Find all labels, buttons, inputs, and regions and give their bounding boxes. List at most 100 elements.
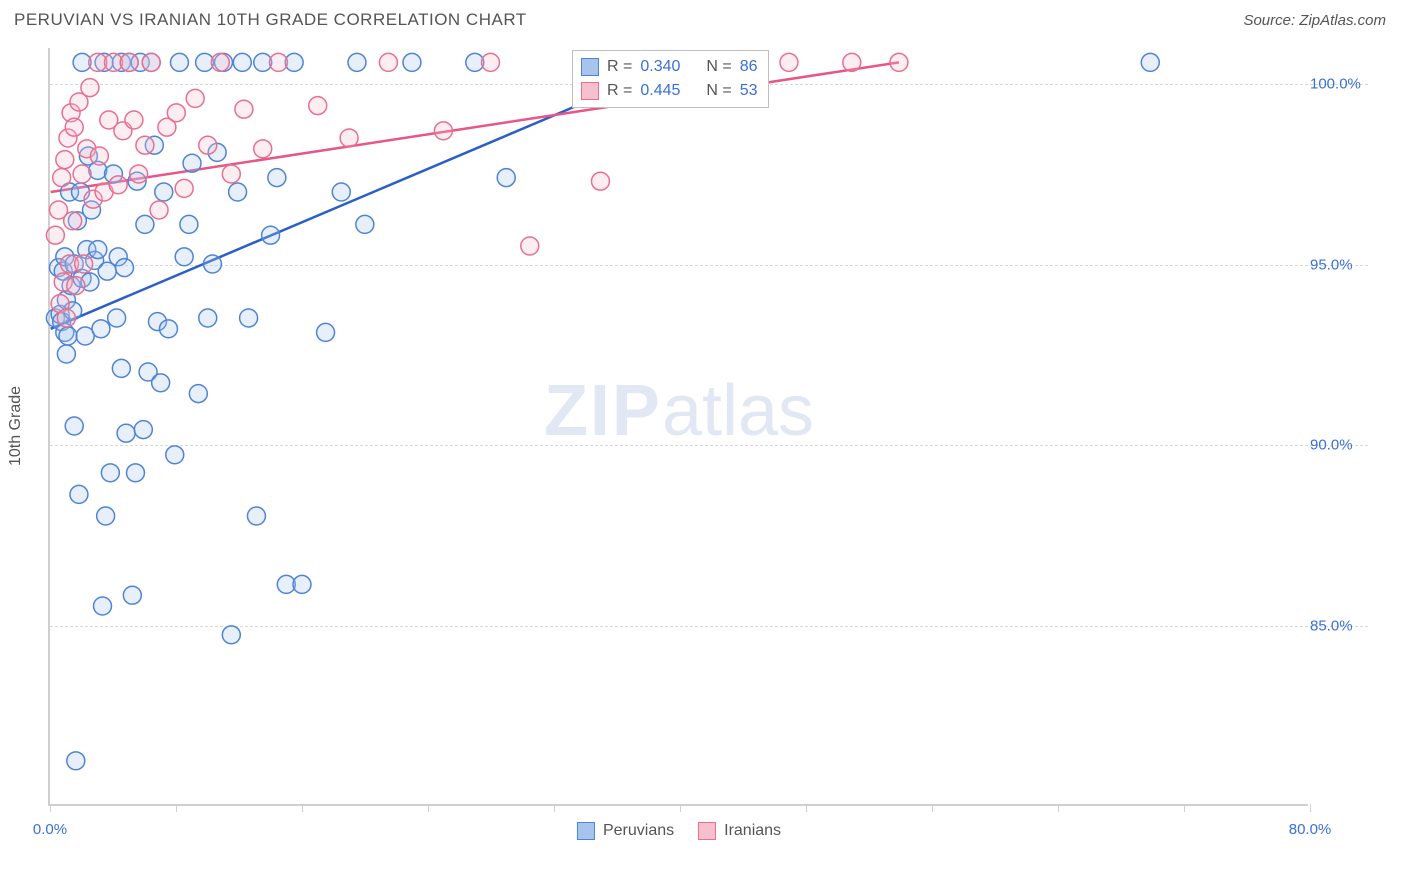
scatter-point (97, 507, 115, 525)
scatter-point (101, 464, 119, 482)
chart-container: 10th Grade 85.0%90.0%95.0%100.0% 0.0%80.… (48, 48, 1366, 838)
r-value: 0.340 (640, 55, 680, 79)
plot-area: 10th Grade 85.0%90.0%95.0%100.0% 0.0%80.… (48, 48, 1308, 806)
legend-item-iranians: Iranians (698, 822, 781, 840)
x-tick (932, 804, 933, 812)
y-tick-label: 100.0% (1310, 76, 1366, 93)
scatter-point (843, 53, 861, 71)
scatter-point (890, 53, 908, 71)
scatter-point (120, 53, 138, 71)
scatter-point (70, 485, 88, 503)
scatter-point (229, 183, 247, 201)
n-value: 53 (740, 79, 758, 103)
scatter-point (211, 53, 229, 71)
scatter-point (89, 241, 107, 259)
scatter-point (186, 89, 204, 107)
scatter-point (293, 575, 311, 593)
scatter-point (56, 151, 74, 169)
scatter-point (222, 626, 240, 644)
x-tick (806, 804, 807, 812)
x-tick-label: 80.0% (1289, 821, 1332, 838)
scatter-point (356, 215, 374, 233)
scatter-point (222, 165, 240, 183)
scatter-point (108, 309, 126, 327)
x-tick (428, 804, 429, 812)
scatter-point (112, 359, 130, 377)
scatter-point (73, 165, 91, 183)
scatter-point (155, 183, 173, 201)
x-tick (176, 804, 177, 812)
x-tick (554, 804, 555, 812)
scatter-point (199, 136, 217, 154)
scatter-point (57, 345, 75, 363)
n-label: N = (706, 55, 731, 79)
scatter-point (268, 169, 286, 187)
scatter-point (90, 147, 108, 165)
scatter-point (59, 327, 77, 345)
scatter-point (53, 169, 71, 187)
x-tick (50, 804, 51, 812)
scatter-point (125, 111, 143, 129)
scatter-point (130, 165, 148, 183)
scatter-point (64, 212, 82, 230)
scatter-point (46, 226, 64, 244)
scatter-point (65, 118, 83, 136)
scatter-point (127, 464, 145, 482)
stats-legend: R =0.340N =86R =0.445N =53 (572, 50, 769, 108)
legend-label-peruvians: Peruvians (603, 822, 674, 840)
scatter-point (123, 586, 141, 604)
scatter-point (150, 201, 168, 219)
scatter-point (434, 122, 452, 140)
scatter-point (180, 215, 198, 233)
scatter-point (482, 53, 500, 71)
scatter-point (159, 320, 177, 338)
y-tick-label: 95.0% (1310, 256, 1366, 273)
scatter-point (57, 309, 75, 327)
scatter-point (109, 176, 127, 194)
x-tick (302, 804, 303, 812)
bottom-legend: Peruvians Iranians (577, 822, 781, 840)
x-tick (1310, 804, 1311, 812)
scatter-point (780, 53, 798, 71)
scatter-point (136, 136, 154, 154)
n-value: 86 (740, 55, 758, 79)
scatter-point (134, 421, 152, 439)
scatter-point (233, 53, 251, 71)
scatter-point (67, 752, 85, 770)
scatter-point (183, 154, 201, 172)
scatter-point (65, 417, 83, 435)
r-label: R = (607, 79, 632, 103)
scatter-point (170, 53, 188, 71)
scatter-points-layer (50, 48, 1308, 804)
y-tick-label: 90.0% (1310, 437, 1366, 454)
x-tick (1184, 804, 1185, 812)
scatter-point (81, 79, 99, 97)
scatter-point (497, 169, 515, 187)
scatter-point (152, 374, 170, 392)
stats-legend-row: R =0.340N =86 (581, 55, 758, 79)
scatter-point (269, 53, 287, 71)
scatter-point (117, 424, 135, 442)
scatter-point (379, 53, 397, 71)
scatter-point (348, 53, 366, 71)
y-tick-label: 85.0% (1310, 617, 1366, 634)
scatter-point (403, 53, 421, 71)
swatch-icon (581, 82, 599, 100)
swatch-iranians (698, 822, 716, 840)
scatter-point (75, 255, 93, 273)
source-credit: Source: ZipAtlas.com (1243, 12, 1386, 29)
scatter-point (203, 255, 221, 273)
scatter-point (142, 53, 160, 71)
scatter-point (340, 129, 358, 147)
swatch-icon (581, 58, 599, 76)
scatter-point (67, 277, 85, 295)
scatter-point (189, 385, 207, 403)
r-value: 0.445 (640, 79, 680, 103)
x-tick (1058, 804, 1059, 812)
scatter-point (175, 179, 193, 197)
scatter-point (521, 237, 539, 255)
scatter-point (136, 215, 154, 233)
scatter-point (262, 226, 280, 244)
scatter-point (92, 320, 110, 338)
swatch-peruvians (577, 822, 595, 840)
